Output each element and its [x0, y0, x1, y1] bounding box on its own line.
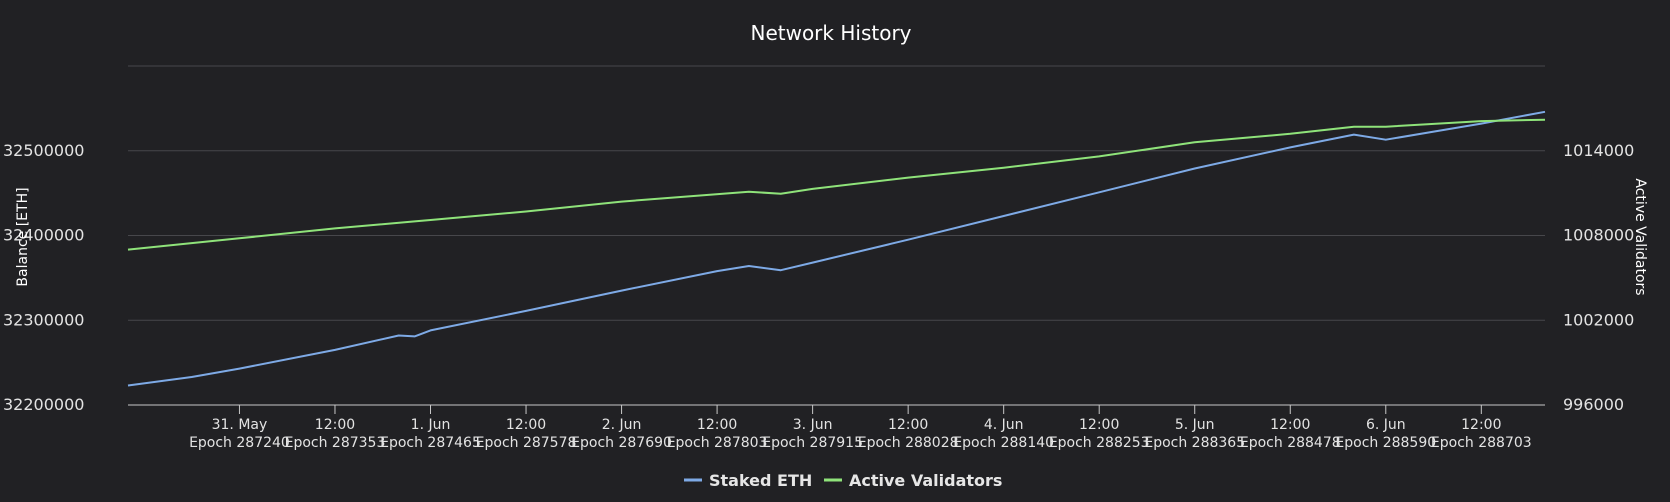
- x-tick-epoch-label: Epoch 287578: [476, 435, 577, 451]
- chart-title: Network History: [750, 21, 911, 45]
- x-tick-epoch-label: Epoch 288028: [858, 435, 959, 451]
- x-tick-epoch-label: Epoch 287465: [380, 435, 481, 451]
- y-right-tick-label: 996000: [1563, 395, 1624, 414]
- x-tick-label: 4. Jun: [984, 417, 1024, 433]
- legend: Staked ETH Active Validators: [684, 471, 1002, 490]
- x-tick-label: 2. Jun: [602, 417, 642, 433]
- x-tick-label: 12:00: [1270, 417, 1310, 433]
- legend-item-active-validators[interactable]: Active Validators: [849, 471, 1002, 490]
- x-tick-label: 12:00: [506, 417, 546, 433]
- staked-eth-line: [127, 110, 1546, 387]
- x-tick-label: 12:00: [1461, 417, 1501, 433]
- y-axis-left-ticks: 32200000 32300000 32400000 32500000: [3, 141, 84, 414]
- x-tick-label: 3. Jun: [793, 417, 833, 433]
- x-tick-epoch-label: Epoch 287353: [285, 435, 386, 451]
- x-tick-label: 12:00: [697, 417, 737, 433]
- y-left-tick-label: 32500000: [3, 141, 84, 160]
- x-tick-label: 1. Jun: [411, 417, 451, 433]
- y-left-tick-label: 32400000: [3, 226, 84, 245]
- x-tick-epoch-label: Epoch 287690: [571, 435, 672, 451]
- x-tick-epoch-label: Epoch 287803: [667, 435, 768, 451]
- x-tick-label: 5. Jun: [1175, 417, 1215, 433]
- y-left-tick-label: 32200000: [3, 395, 84, 414]
- x-tick-label: 12:00: [315, 417, 355, 433]
- y-right-tick-label: 1014000: [1563, 141, 1634, 160]
- series-lines: [127, 110, 1546, 387]
- y-axis-right-title: Active Validators: [1632, 178, 1648, 295]
- x-tick-epoch-label: Epoch 288478: [1240, 435, 1341, 451]
- y-axis-right-ticks: 996000 1002000 1008000 1014000: [1563, 141, 1634, 414]
- grid-lines: [128, 65, 1545, 321]
- y-axis-left-title: Balance [ETH]: [15, 187, 31, 286]
- x-tick-epoch-label: Epoch 288253: [1049, 435, 1150, 451]
- x-tick-epoch-label: Epoch 288140: [953, 435, 1054, 451]
- x-tick-label: 31. May: [212, 417, 268, 433]
- x-tick-epoch-label: Epoch 287915: [762, 435, 863, 451]
- y-right-tick-label: 1002000: [1563, 310, 1634, 329]
- x-tick-epoch-label: Epoch 288365: [1144, 435, 1245, 451]
- x-axis-ticks: 31. May Epoch 287240 12:00 Epoch 287353 1. J…: [189, 405, 1532, 451]
- x-tick-label: 6. Jun: [1366, 417, 1406, 433]
- x-tick-epoch-label: Epoch 288590: [1335, 435, 1436, 451]
- y-left-tick-label: 32300000: [3, 310, 84, 329]
- x-tick-epoch-label: Epoch 287240: [189, 435, 290, 451]
- x-tick-label: 12:00: [888, 417, 928, 433]
- y-right-tick-label: 1008000: [1563, 226, 1634, 245]
- legend-item-staked-eth[interactable]: Staked ETH: [709, 471, 812, 490]
- active-validators-line: [127, 118, 1546, 251]
- x-tick-epoch-label: Epoch 288703: [1431, 435, 1532, 451]
- x-tick-label: 12:00: [1079, 417, 1119, 433]
